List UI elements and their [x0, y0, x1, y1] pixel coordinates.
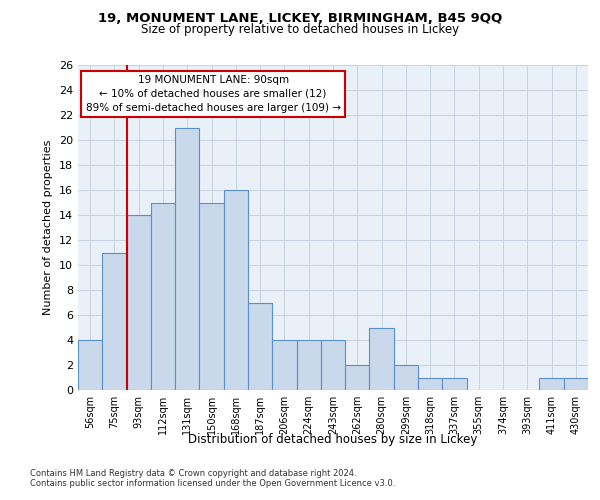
Bar	[199, 202, 224, 390]
Text: Contains public sector information licensed under the Open Government Licence v3: Contains public sector information licen…	[30, 478, 395, 488]
Bar	[175, 128, 199, 390]
Bar	[248, 302, 272, 390]
Bar	[78, 340, 102, 390]
Bar	[442, 378, 467, 390]
Text: Contains HM Land Registry data © Crown copyright and database right 2024.: Contains HM Land Registry data © Crown c…	[30, 468, 356, 477]
Text: 19, MONUMENT LANE, LICKEY, BIRMINGHAM, B45 9QQ: 19, MONUMENT LANE, LICKEY, BIRMINGHAM, B…	[98, 12, 502, 26]
Bar	[418, 378, 442, 390]
Bar	[539, 378, 564, 390]
Bar	[370, 328, 394, 390]
Bar	[102, 252, 127, 390]
Bar	[564, 378, 588, 390]
Bar	[151, 202, 175, 390]
Text: Size of property relative to detached houses in Lickey: Size of property relative to detached ho…	[141, 22, 459, 36]
Text: 19 MONUMENT LANE: 90sqm
← 10% of detached houses are smaller (12)
89% of semi-de: 19 MONUMENT LANE: 90sqm ← 10% of detache…	[86, 74, 341, 113]
Bar	[127, 215, 151, 390]
Bar	[321, 340, 345, 390]
Bar	[394, 365, 418, 390]
Bar	[224, 190, 248, 390]
Bar	[272, 340, 296, 390]
Text: Distribution of detached houses by size in Lickey: Distribution of detached houses by size …	[188, 432, 478, 446]
Bar	[296, 340, 321, 390]
Y-axis label: Number of detached properties: Number of detached properties	[43, 140, 53, 315]
Bar	[345, 365, 370, 390]
